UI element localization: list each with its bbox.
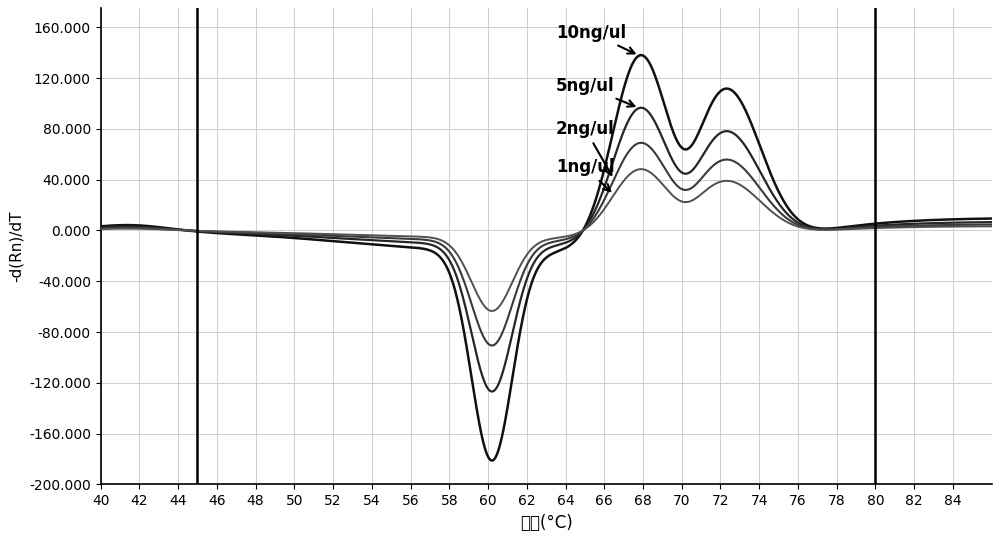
Text: 2ng/ul: 2ng/ul	[556, 120, 615, 175]
Text: 5ng/ul: 5ng/ul	[556, 77, 634, 107]
Text: 1ng/ul: 1ng/ul	[556, 158, 614, 191]
Y-axis label: -d(Rn)/dT: -d(Rn)/dT	[8, 211, 23, 282]
X-axis label: 温度(°C): 温度(°C)	[520, 514, 573, 532]
Text: 10ng/ul: 10ng/ul	[556, 24, 635, 53]
